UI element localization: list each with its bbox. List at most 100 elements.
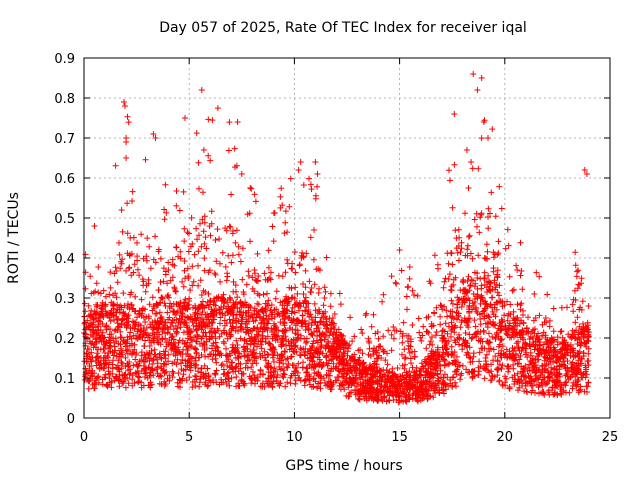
data-point — [468, 159, 475, 165]
data-point — [152, 233, 159, 240]
data-point — [117, 302, 124, 309]
data-point — [113, 313, 120, 320]
data-point — [454, 316, 460, 323]
data-point — [530, 317, 537, 324]
data-point — [390, 373, 397, 380]
data-point — [118, 334, 125, 341]
data-point — [496, 377, 503, 384]
data-point — [476, 358, 483, 365]
data-point — [255, 301, 262, 308]
data-point — [226, 316, 233, 323]
data-point — [315, 348, 322, 355]
data-point — [223, 277, 230, 284]
data-point — [122, 384, 129, 391]
data-point — [485, 346, 492, 352]
data-point — [133, 351, 139, 358]
data-point — [372, 358, 378, 365]
data-point — [195, 282, 202, 289]
data-point — [357, 385, 364, 392]
data-point — [426, 278, 433, 285]
data-point — [189, 384, 196, 391]
data-point — [204, 365, 211, 372]
data-point — [162, 271, 169, 278]
data-point — [416, 391, 423, 398]
data-point — [122, 103, 128, 109]
data-point — [470, 302, 477, 309]
data-point — [249, 285, 256, 292]
data-point — [149, 307, 156, 314]
data-point — [337, 301, 344, 308]
data-point — [162, 330, 169, 337]
data-point — [520, 377, 527, 383]
data-point — [110, 292, 116, 299]
data-point — [365, 335, 372, 342]
data-point — [87, 326, 94, 333]
data-point — [315, 361, 322, 368]
data-point — [228, 191, 235, 198]
data-point — [149, 324, 156, 331]
data-point — [268, 302, 275, 308]
data-point — [434, 377, 441, 384]
data-point — [458, 296, 465, 302]
data-point — [562, 365, 569, 372]
data-point — [574, 314, 581, 321]
data-point — [192, 362, 199, 369]
data-point — [459, 362, 466, 369]
data-point — [471, 216, 478, 223]
data-point — [524, 325, 530, 331]
data-point — [375, 335, 382, 342]
data-point — [256, 350, 263, 357]
data-point — [271, 333, 278, 340]
data-point — [190, 278, 197, 285]
data-point — [92, 324, 99, 331]
data-point — [177, 308, 184, 315]
data-point — [162, 181, 169, 188]
data-point — [546, 378, 552, 385]
data-point — [351, 351, 358, 358]
data-point — [98, 305, 105, 312]
data-point — [559, 346, 566, 353]
data-point — [281, 305, 288, 312]
data-point — [286, 342, 293, 349]
data-point — [388, 347, 395, 354]
data-point — [451, 349, 458, 356]
data-point — [293, 348, 300, 355]
data-point — [334, 344, 341, 351]
data-point — [438, 303, 445, 309]
data-point — [108, 299, 115, 306]
data-point — [481, 269, 488, 276]
data-point — [204, 383, 211, 390]
data-point — [380, 291, 387, 298]
data-point — [324, 362, 331, 369]
data-point — [542, 332, 549, 339]
data-point — [431, 252, 438, 259]
data-point — [148, 381, 155, 388]
data-point — [249, 351, 256, 358]
data-point — [560, 361, 566, 368]
data-point — [578, 275, 585, 282]
data-point — [186, 325, 193, 332]
data-point — [433, 329, 440, 335]
data-point — [219, 249, 226, 256]
data-point — [117, 328, 124, 335]
data-point — [356, 395, 363, 402]
data-point — [214, 325, 221, 332]
data-point — [417, 378, 424, 385]
data-point — [238, 171, 245, 177]
data-point — [120, 290, 127, 297]
data-point — [288, 337, 295, 344]
data-point — [173, 244, 180, 251]
data-point — [242, 321, 249, 327]
data-point — [251, 334, 258, 341]
data-point — [139, 276, 146, 283]
data-point — [247, 375, 254, 382]
data-point — [368, 374, 374, 381]
data-point — [394, 365, 401, 371]
data-point — [423, 359, 430, 366]
data-point — [269, 223, 276, 230]
data-point — [546, 317, 553, 324]
data-point — [180, 188, 187, 195]
data-point — [418, 366, 425, 373]
data-point — [273, 377, 280, 384]
data-point — [283, 342, 290, 349]
